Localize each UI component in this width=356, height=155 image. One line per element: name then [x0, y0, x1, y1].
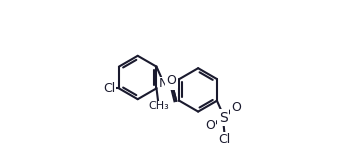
Text: Cl: Cl	[219, 133, 231, 146]
Text: NH: NH	[158, 77, 177, 90]
Text: O: O	[231, 101, 241, 114]
Text: S: S	[219, 111, 227, 125]
Text: O: O	[205, 119, 215, 132]
Text: CH₃: CH₃	[148, 101, 169, 111]
Text: O: O	[167, 74, 177, 87]
Text: Cl: Cl	[104, 82, 116, 95]
